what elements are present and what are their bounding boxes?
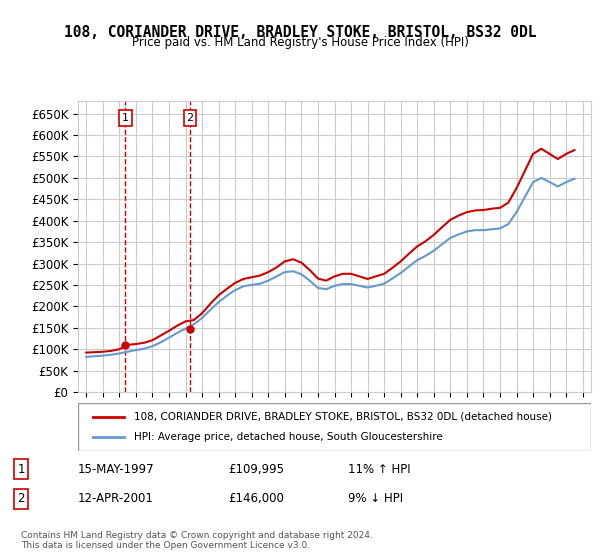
Text: Contains HM Land Registry data © Crown copyright and database right 2024.
This d: Contains HM Land Registry data © Crown c… [21, 531, 373, 550]
Text: 1: 1 [17, 463, 25, 476]
Text: £146,000: £146,000 [228, 492, 284, 505]
Text: 9% ↓ HPI: 9% ↓ HPI [348, 492, 403, 505]
Text: 1: 1 [122, 113, 129, 123]
Text: 2: 2 [17, 492, 25, 505]
Text: 2: 2 [187, 113, 194, 123]
Text: 11% ↑ HPI: 11% ↑ HPI [348, 463, 410, 476]
Text: 12-APR-2001: 12-APR-2001 [78, 492, 154, 505]
FancyBboxPatch shape [78, 403, 591, 451]
Text: Price paid vs. HM Land Registry's House Price Index (HPI): Price paid vs. HM Land Registry's House … [131, 36, 469, 49]
Text: 108, CORIANDER DRIVE, BRADLEY STOKE, BRISTOL, BS32 0DL: 108, CORIANDER DRIVE, BRADLEY STOKE, BRI… [64, 25, 536, 40]
Text: £109,995: £109,995 [228, 463, 284, 476]
Text: 15-MAY-1997: 15-MAY-1997 [78, 463, 155, 476]
Text: HPI: Average price, detached house, South Gloucestershire: HPI: Average price, detached house, Sout… [134, 432, 443, 442]
Text: 108, CORIANDER DRIVE, BRADLEY STOKE, BRISTOL, BS32 0DL (detached house): 108, CORIANDER DRIVE, BRADLEY STOKE, BRI… [134, 412, 553, 422]
